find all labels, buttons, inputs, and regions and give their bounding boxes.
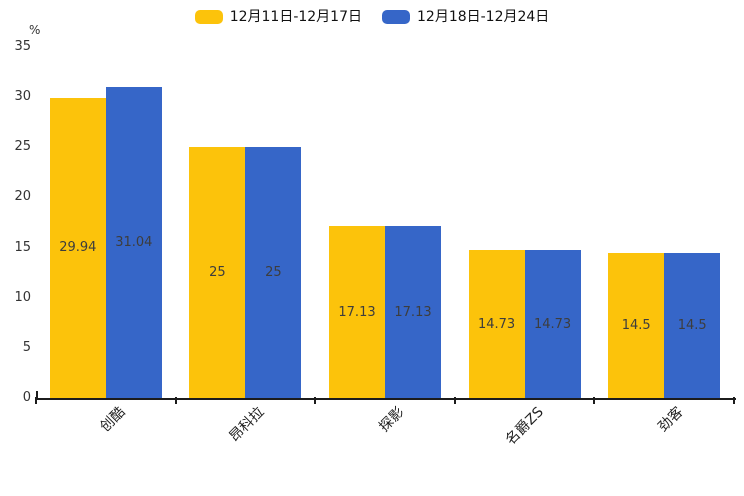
bar: 14.73 [524, 250, 581, 398]
y-tick-label: 35 [14, 39, 31, 54]
legend-item-label: 12月11日-12月17日 [229, 9, 362, 25]
legend-item-label: 12月18日-12月24日 [417, 9, 550, 25]
y-axis-zero-tick [36, 391, 38, 398]
x-category-label: 名爵ZS [502, 404, 548, 449]
y-tick-label: 25 [14, 139, 31, 155]
bar: 25 [245, 147, 302, 398]
x-category-label: 昂科拉 [226, 404, 268, 446]
bar: 17.13 [385, 226, 441, 398]
bar-value-label: 14.5 [621, 317, 651, 333]
bar-value-label: 14.73 [477, 316, 516, 332]
x-category-label: 探影 [376, 404, 408, 436]
x-axis-tick [733, 397, 735, 404]
y-tick-label: 30 [14, 89, 31, 105]
x-axis-line [36, 398, 736, 400]
bar: 14.5 [664, 252, 721, 398]
bar: 14.73 [468, 250, 525, 398]
y-tick-label: 0 [22, 390, 31, 405]
y-tick-label: 5 [22, 339, 31, 355]
bar-value-label: 14.73 [533, 316, 572, 332]
bar: 29.94 [49, 97, 106, 398]
bar: 31.04 [105, 86, 162, 398]
y-tick-label: 10 [14, 289, 31, 305]
x-axis-tick [453, 397, 456, 404]
bar: 25 [189, 147, 246, 398]
bar-value-label: 29.94 [59, 240, 97, 256]
x-category-label: 创酷 [97, 404, 129, 436]
x-axis-tick [35, 397, 37, 404]
bar-value-label: 17.13 [338, 304, 376, 320]
legend-swatch-icon [382, 10, 410, 24]
legend-swatch-icon [194, 10, 223, 24]
legend-item: 12月11日-12月17日 [194, 9, 362, 25]
y-axis-unit-label: % [29, 23, 41, 37]
legend: 12月11日-12月17日 12月18日-12月24日 [0, 5, 744, 29]
bar-value-label: 17.13 [394, 304, 432, 320]
legend-item: 12月18日-12月24日 [382, 9, 549, 25]
bar-value-label: 14.5 [677, 317, 707, 333]
x-category-label: 劲客 [655, 404, 687, 436]
bar-value-label: 25 [265, 265, 282, 281]
bar-value-label: 31.04 [115, 234, 153, 250]
y-tick-label: 15 [14, 239, 31, 255]
y-tick-label: 20 [14, 189, 31, 205]
x-axis-tick [314, 397, 317, 404]
x-axis-tick [174, 397, 177, 404]
x-axis-tick [593, 397, 596, 404]
bar: 14.5 [608, 252, 665, 398]
bar: 17.13 [329, 226, 385, 398]
bar-value-label: 25 [209, 265, 226, 281]
